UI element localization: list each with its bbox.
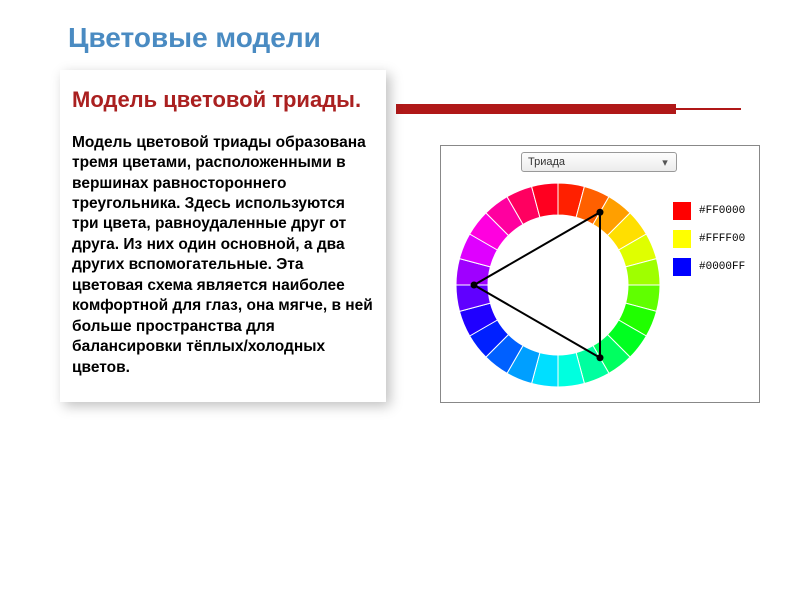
triangle-vertex <box>597 354 604 361</box>
swatch-label: #FFFF00 <box>699 233 745 245</box>
text-panel: Модель цветовой триады. Модель цветовой … <box>60 70 386 402</box>
accent-bar <box>396 104 676 114</box>
accent-bar-thin <box>676 108 741 110</box>
swatch-row: #FF0000 <box>673 202 745 220</box>
dropdown-value: Триада <box>528 156 565 168</box>
swatch-row: #FFFF00 <box>673 230 745 248</box>
swatch-box <box>673 202 691 220</box>
scheme-dropdown[interactable]: Триада ▾ <box>521 152 677 172</box>
swatch-box <box>673 258 691 276</box>
body-text: Модель цветовой триады образована тремя … <box>72 133 374 378</box>
color-wheel <box>453 180 663 390</box>
color-widget: Триада ▾ #FF0000 #FFFF00 #0000FF <box>440 145 760 403</box>
swatch-label: #0000FF <box>699 261 745 273</box>
swatch-box <box>673 230 691 248</box>
swatch-list: #FF0000 #FFFF00 #0000FF <box>673 202 745 286</box>
swatch-row: #0000FF <box>673 258 745 276</box>
chevron-down-icon: ▾ <box>660 156 670 169</box>
triangle-vertex <box>597 209 604 216</box>
section-heading: Модель цветовой триады. <box>72 86 374 115</box>
triangle-vertex <box>471 282 478 289</box>
page-title: Цветовые модели <box>68 22 321 54</box>
swatch-label: #FF0000 <box>699 205 745 217</box>
